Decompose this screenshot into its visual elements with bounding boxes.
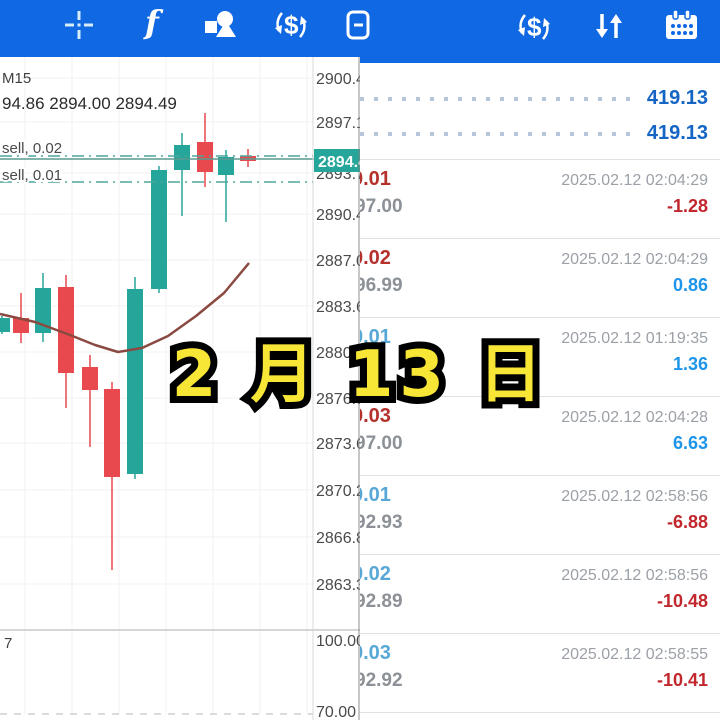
split-seam	[358, 57, 360, 720]
trade-time: 2025.02.12 02:58:56	[561, 488, 708, 505]
date-caption-overlay: 2 月 13 日	[165, 331, 549, 419]
indicators-icon[interactable]	[203, 10, 239, 45]
current-price-tag	[314, 149, 360, 172]
axis-label: 2870.2	[316, 483, 360, 500]
timeframe-label: M15	[2, 70, 31, 87]
calendar-icon[interactable]	[665, 9, 699, 46]
history-panel[interactable]: 419.13 419.13 0.01 2025.02.12 02:04:29 97.…	[360, 63, 720, 720]
history-summary: 419.13 419.13	[360, 63, 720, 159]
trade-exchange-icon[interactable]: $	[272, 8, 310, 47]
axis-label: 2897.1	[316, 115, 360, 132]
crosshair-icon[interactable]	[63, 9, 95, 46]
position-label-sell-002: sell, 0.02	[2, 140, 62, 157]
trade-lot: 0.02	[360, 563, 391, 585]
summary-row-balance: 419.13	[360, 116, 708, 151]
trade-price: 92.93	[360, 512, 403, 533]
trade-lot: 0.01	[360, 168, 391, 190]
trade-time: 2025.02.12 01:19:35	[561, 330, 708, 347]
axis-label: 2883.6	[316, 299, 360, 316]
trade-price: 97.00	[360, 196, 403, 217]
trade-profit: 0.86	[672, 275, 708, 295]
history-rows: 0.01 2025.02.12 02:04:29 97.00 -1.28 0.02 202…	[360, 159, 720, 720]
history-row[interactable]: 0.02 2025.02.12 02:04:29 96.99 0.86	[360, 238, 720, 317]
toolbar-right	[360, 0, 720, 63]
summary-row-profit: 419.13	[360, 81, 708, 116]
trade-lot: 0.03	[360, 405, 391, 427]
dotted-leader	[360, 131, 631, 136]
trade-profit: -10.41	[656, 670, 708, 690]
trade-time: 2025.02.12 02:58:56	[561, 567, 708, 584]
function-icon[interactable]: f	[138, 3, 168, 46]
current-price-tag-text: 2894.4	[318, 154, 360, 171]
trade-price: 1.7	[360, 354, 382, 375]
svg-text:$: $	[527, 12, 542, 42]
history-row[interactable]: 0.01 2025.02.12 01:19:35 1.7 1.36	[360, 317, 720, 396]
trade-profit: 6.63	[672, 433, 708, 453]
trade-profit: -1.28	[666, 196, 708, 216]
history-row[interactable]: 0.02 2025.02.12 02:58:56 92.89 -10.48	[360, 554, 720, 633]
trade-time: 2025.02.12 02:58:55	[561, 646, 708, 663]
svg-text:f: f	[143, 5, 164, 41]
trade-time: 2025.02.12 02:04:29	[561, 172, 708, 189]
price-chart[interactable]: 2900.42897.12893.72890.42887.02883.62880…	[0, 57, 360, 720]
axis-label: 2890.4	[316, 207, 360, 224]
trade-lot: 0.01	[360, 484, 391, 506]
dotted-leader	[360, 96, 631, 101]
trade-time: 2025.02.12 02:04:28	[561, 409, 708, 426]
trade-price: 96.99	[360, 275, 403, 296]
axis-label: 2900.4	[316, 71, 360, 88]
summary-balance-value: 419.13	[646, 122, 708, 144]
axis-label: 2873.6	[316, 436, 360, 453]
transfer-arrows-icon[interactable]	[592, 11, 626, 46]
trade-lot: 0.01	[360, 326, 391, 348]
svg-text:$: $	[284, 10, 299, 40]
axis-label: 2880.3	[316, 345, 360, 362]
date-caption-text: 2 月 13 日	[172, 338, 548, 412]
trade-profit: -6.88	[666, 512, 708, 532]
history-row[interactable]: 0.01 2025.02.12 02:04:29 97.00 -1.28	[360, 159, 720, 238]
trade-exchange-icon-right[interactable]: $	[515, 10, 553, 49]
axis-label: 70.00	[316, 704, 356, 720]
history-row[interactable]: 0.03 2025.02.12 02:04:28 97.00 6.63	[360, 396, 720, 475]
axis-label: 100.00	[316, 633, 360, 650]
trade-profit: -10.48	[656, 591, 708, 611]
ohlc-label: 94.86 2894.00 2894.49	[2, 94, 177, 113]
trade-lot: 0.02	[360, 247, 391, 269]
axis-label: 2863.3	[316, 577, 360, 594]
axis-label: 2876.9	[316, 391, 360, 408]
history-row[interactable]: 0.03 2025.02.12 02:58:55 92.92 -10.41	[360, 633, 720, 712]
axis-label: 2866.8	[316, 530, 360, 547]
trade-price: 97.00	[360, 433, 403, 454]
toolbar-left	[0, 0, 360, 57]
indicator-period-label: 7	[4, 635, 12, 652]
trade-price: 92.89	[360, 591, 403, 612]
trade-price: 92.92	[360, 670, 403, 691]
history-row[interactable]: 0.01 2025.02.12 02:58:56 92.93 -6.88	[360, 475, 720, 554]
axis-label: 2887.0	[316, 253, 360, 270]
trade-profit: 1.36	[672, 354, 708, 374]
trade-lot: 0.03	[360, 642, 391, 664]
summary-profit-value: 419.13	[646, 87, 708, 109]
position-label-sell-001: sell, 0.01	[2, 167, 62, 184]
trade-time: 2025.02.12 02:04:29	[561, 251, 708, 268]
order-window-icon[interactable]	[346, 10, 372, 47]
